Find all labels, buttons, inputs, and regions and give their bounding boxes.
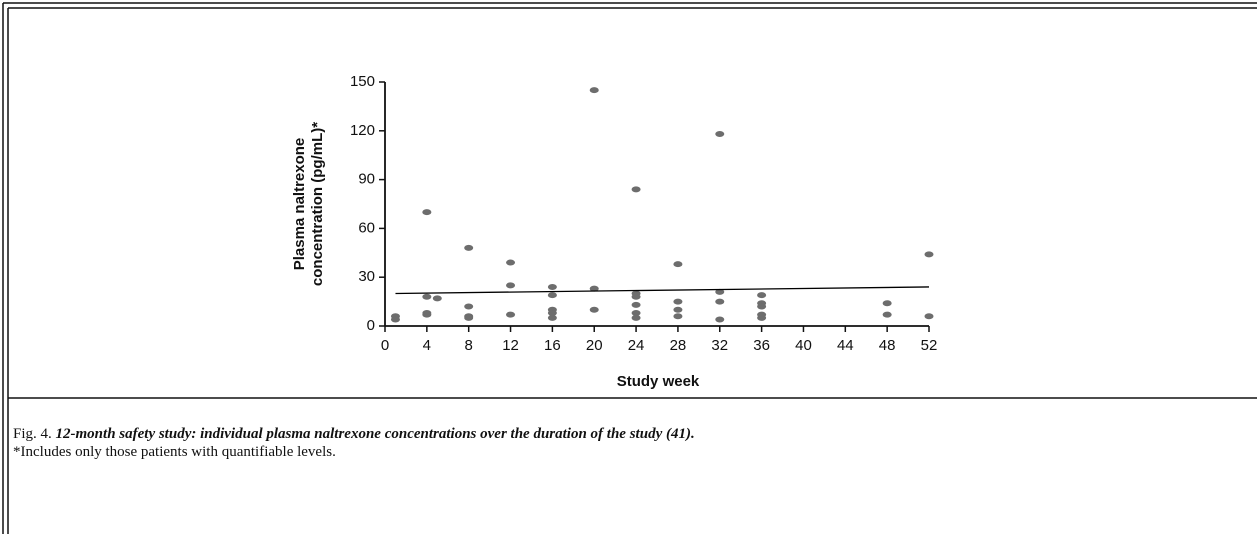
caption: Fig. 4. 12-month safety study: individua… bbox=[13, 426, 695, 442]
y-tick-label: 120 bbox=[350, 122, 375, 139]
data-point bbox=[715, 131, 725, 138]
y-axis-title: concentration (pg/mL)* bbox=[309, 122, 326, 286]
data-point bbox=[422, 209, 432, 216]
data-point bbox=[631, 293, 641, 300]
data-point bbox=[464, 244, 474, 251]
data-point bbox=[432, 295, 442, 302]
data-point bbox=[882, 311, 892, 318]
data-point bbox=[715, 298, 725, 305]
caption-note: *Includes only those patients with quant… bbox=[13, 444, 336, 460]
y-tick-label: 30 bbox=[358, 268, 375, 285]
data-point bbox=[715, 316, 725, 323]
x-tick-label: 0 bbox=[381, 337, 389, 354]
y-tick-label: 150 bbox=[350, 73, 375, 90]
data-point bbox=[673, 298, 683, 305]
y-tick-label: 60 bbox=[358, 219, 375, 236]
data-point bbox=[757, 303, 767, 310]
data-point bbox=[589, 285, 599, 292]
data-point bbox=[631, 301, 641, 308]
data-point bbox=[547, 292, 557, 299]
data-point bbox=[673, 306, 683, 313]
data-point bbox=[757, 292, 767, 299]
caption-label: Fig. 4. bbox=[13, 426, 52, 442]
trend-line bbox=[395, 286, 930, 295]
data-point bbox=[589, 306, 599, 313]
data-point bbox=[464, 303, 474, 310]
data-point bbox=[464, 314, 474, 321]
x-tick-label: 40 bbox=[795, 337, 812, 354]
data-point bbox=[506, 259, 516, 266]
data-point bbox=[715, 288, 725, 295]
y-tick-label: 90 bbox=[358, 171, 375, 188]
x-tick-label: 8 bbox=[465, 337, 473, 354]
caption-text: 12-month safety study: individual plasma… bbox=[56, 426, 695, 442]
x-tick-label: 44 bbox=[837, 337, 854, 354]
data-point bbox=[924, 251, 934, 258]
data-point bbox=[506, 311, 516, 318]
x-tick-label: 48 bbox=[879, 337, 896, 354]
y-tick-label: 0 bbox=[367, 317, 375, 334]
data-point bbox=[673, 313, 683, 320]
x-tick-label: 16 bbox=[544, 337, 561, 354]
data-point bbox=[422, 293, 432, 300]
data-point bbox=[631, 314, 641, 321]
data-point bbox=[757, 314, 767, 321]
data-point bbox=[924, 313, 934, 320]
x-tick-label: 12 bbox=[502, 337, 519, 354]
data-point bbox=[673, 261, 683, 268]
data-point bbox=[631, 186, 641, 193]
data-point bbox=[547, 283, 557, 290]
x-tick-label: 52 bbox=[921, 337, 938, 354]
x-axis-title: Study week bbox=[617, 373, 700, 390]
data-point bbox=[422, 311, 432, 318]
y-axis-title: Plasma naltrexone bbox=[291, 138, 308, 271]
x-tick-label: 4 bbox=[423, 337, 431, 354]
data-point bbox=[390, 316, 400, 323]
data-point bbox=[506, 282, 516, 289]
x-tick-label: 36 bbox=[753, 337, 770, 354]
x-tick-label: 28 bbox=[670, 337, 687, 354]
data-point bbox=[882, 300, 892, 307]
data-point bbox=[631, 309, 641, 316]
x-tick-label: 20 bbox=[586, 337, 603, 354]
data-point bbox=[547, 309, 557, 316]
x-tick-label: 32 bbox=[711, 337, 728, 354]
x-tick-label: 24 bbox=[628, 337, 645, 354]
data-point bbox=[589, 87, 599, 94]
data-point bbox=[547, 314, 557, 321]
